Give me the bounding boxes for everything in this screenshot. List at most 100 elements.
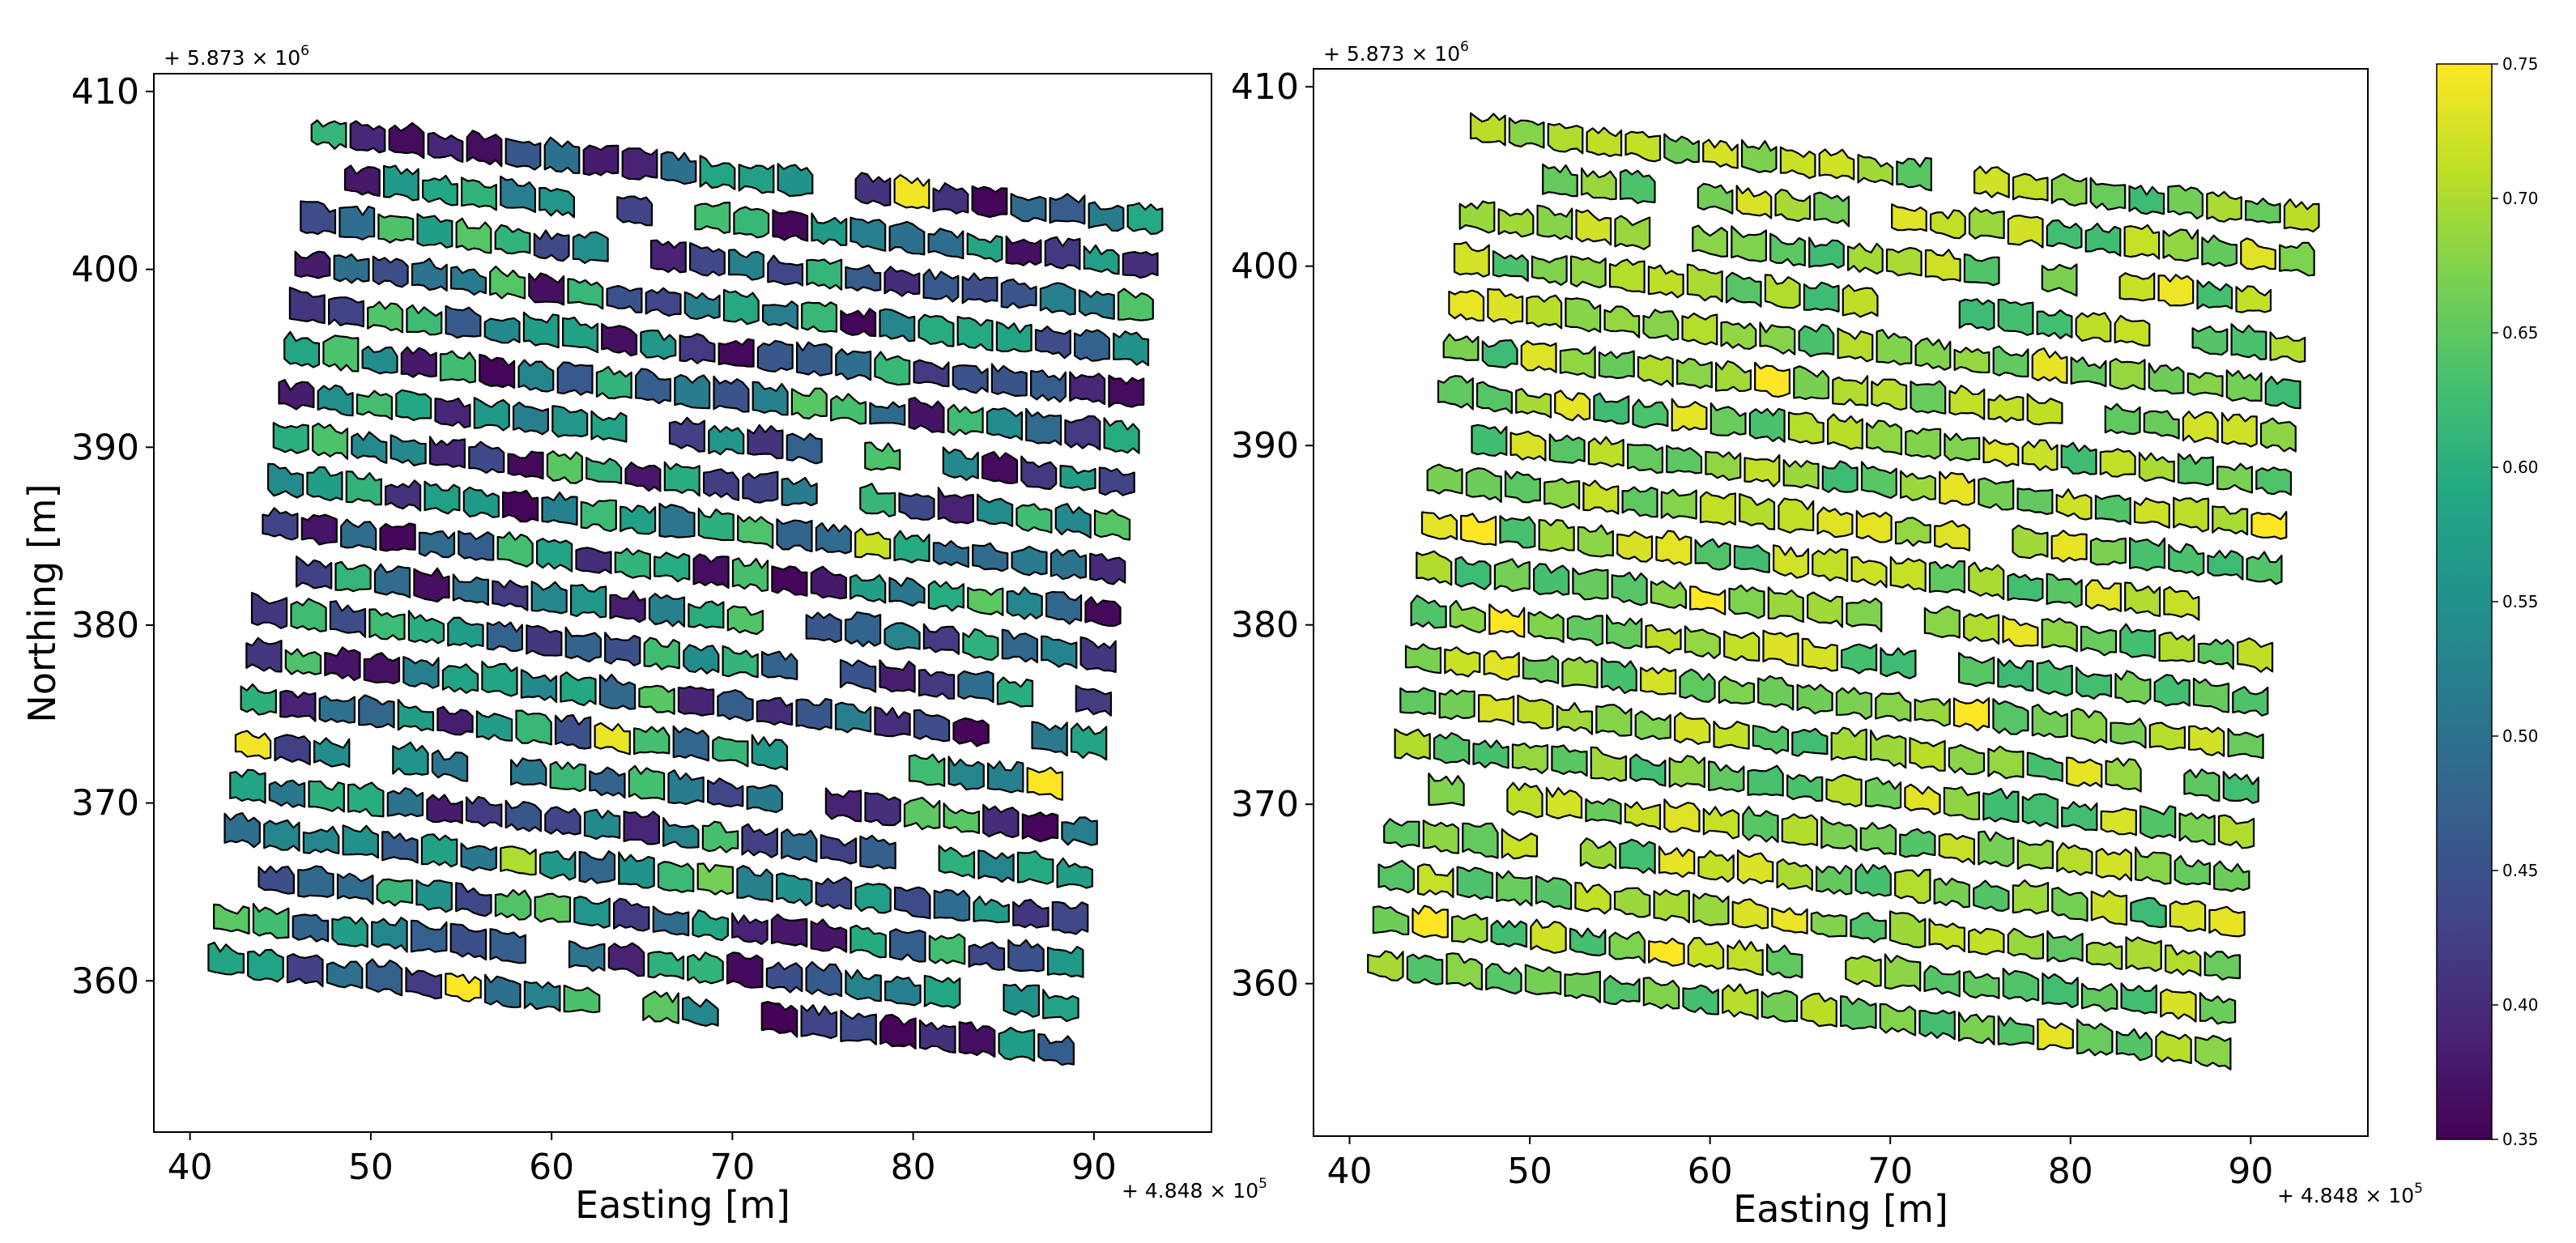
plot-polygon: [845, 264, 882, 292]
plot-polygon: [2089, 537, 2127, 566]
plot-polygon: [1923, 964, 1961, 998]
plot-polygon: [349, 120, 386, 154]
plot-polygon: [2250, 510, 2288, 540]
plot-polygon: [756, 339, 794, 372]
plot-polygon: [642, 990, 679, 1024]
plot-polygon: [252, 902, 290, 939]
y-tick-label: 360: [71, 960, 139, 1002]
plot-polygon: [1580, 167, 1617, 201]
plot-polygon: [2119, 623, 2157, 659]
plot-polygon: [1532, 563, 1570, 596]
plot-polygon: [1781, 813, 1819, 847]
plot-polygon: [1731, 898, 1769, 930]
plot-polygon: [2264, 376, 2301, 410]
plot-polygon: [1632, 398, 1669, 429]
plot-polygon: [1845, 955, 1882, 988]
plot-polygon: [2080, 625, 2118, 657]
plot-polygon: [1506, 781, 1543, 819]
plot-polygon: [1559, 346, 1596, 379]
left-x-axis-label: Easting [m]: [575, 1183, 790, 1227]
plot-polygon: [844, 611, 882, 648]
plot-polygon: [1531, 255, 1568, 287]
plot-polygon: [1070, 722, 1108, 761]
plot-polygon: [726, 951, 764, 989]
plot-polygon: [2031, 347, 2068, 385]
plot-polygon: [1499, 515, 1536, 549]
plot-polygon: [756, 696, 794, 726]
plot-polygon: [1041, 635, 1078, 670]
plot-polygon: [594, 722, 631, 756]
plot-polygon: [683, 644, 720, 675]
plot-polygon: [1551, 744, 1588, 777]
plot-polygon: [1889, 556, 1927, 593]
plot-polygon: [1456, 866, 1494, 900]
plot-polygon: [2163, 585, 2200, 621]
plot-polygon: [986, 407, 1024, 441]
plot-polygon: [2208, 905, 2246, 938]
plot-polygon: [517, 359, 555, 393]
plot-polygon: [923, 974, 961, 1009]
plot-polygon: [699, 155, 736, 190]
plot-polygon: [1687, 937, 1725, 970]
plot-polygon: [2046, 930, 2084, 963]
plot-polygon: [648, 592, 686, 628]
plot-polygon: [2191, 326, 2229, 356]
plot-polygon: [1037, 1032, 1075, 1066]
plot-polygon: [2186, 372, 2224, 398]
plot-polygon: [1645, 624, 1682, 654]
plot-polygon: [971, 185, 1008, 219]
plot-polygon: [1011, 545, 1048, 577]
plot-polygon: [1394, 728, 1431, 760]
plot-polygon: [1614, 215, 1651, 250]
plot-polygon: [388, 121, 425, 160]
plot-polygon: [507, 450, 544, 480]
plot-polygon: [1952, 697, 1991, 732]
plot-polygon: [849, 573, 887, 604]
plot-polygon: [606, 284, 643, 313]
right-y-offset-label: + 5.873 × 106: [1323, 39, 1469, 66]
plot-polygon: [1825, 773, 1863, 808]
plot-polygon: [1791, 727, 1829, 757]
plot-polygon: [1821, 460, 1859, 493]
plot-polygon: [544, 806, 581, 836]
x-tick-label: 50: [348, 1147, 394, 1188]
plot-polygon: [481, 660, 518, 697]
plot-polygon: [342, 824, 379, 859]
plot-polygon: [918, 668, 956, 700]
plot-polygon: [2130, 896, 2167, 929]
plot-polygon: [742, 470, 779, 504]
plot-polygon: [424, 480, 461, 515]
plot-polygon: [2128, 185, 2165, 215]
plot-polygon: [981, 450, 1019, 485]
plot-polygon: [668, 416, 706, 453]
plot-polygon: [908, 396, 945, 434]
plot-polygon: [956, 316, 994, 351]
plot-polygon: [1545, 786, 1583, 819]
plot-polygon: [1796, 683, 1833, 715]
plot-polygon: [2167, 185, 2203, 219]
plot-polygon: [2124, 581, 2161, 617]
left-x-offset-label: + 4.848 × 105: [1122, 1176, 1267, 1203]
plot-polygon: [1857, 154, 1894, 186]
plot-polygon: [1764, 274, 1801, 309]
plot-polygon: [486, 620, 524, 653]
plot-polygon: [428, 436, 466, 469]
plot-polygon: [1686, 263, 1723, 303]
plot-polygon: [2143, 410, 2180, 440]
plot-polygon: [1542, 163, 1578, 198]
plot-polygon: [2225, 369, 2263, 402]
y-tick-label: 380: [71, 605, 139, 646]
colorbar: 0.35 0.40 0.45 0.50 0.55 0.60 0.65 0.70 0.75: [2436, 54, 2539, 1149]
plot-polygon: [805, 960, 843, 998]
plot-polygon: [1029, 369, 1067, 403]
plot-polygon: [928, 933, 966, 965]
plot-polygon: [2041, 617, 2078, 653]
plot-polygon: [2046, 219, 2083, 249]
plot-polygon: [1992, 698, 2029, 735]
plot-polygon: [1420, 511, 1458, 541]
plot-polygon: [483, 973, 522, 1009]
plot-polygon: [523, 980, 561, 1012]
plot-polygon: [1059, 464, 1096, 492]
plot-polygon: [1629, 753, 1667, 787]
plot-polygon: [1879, 1002, 1917, 1037]
